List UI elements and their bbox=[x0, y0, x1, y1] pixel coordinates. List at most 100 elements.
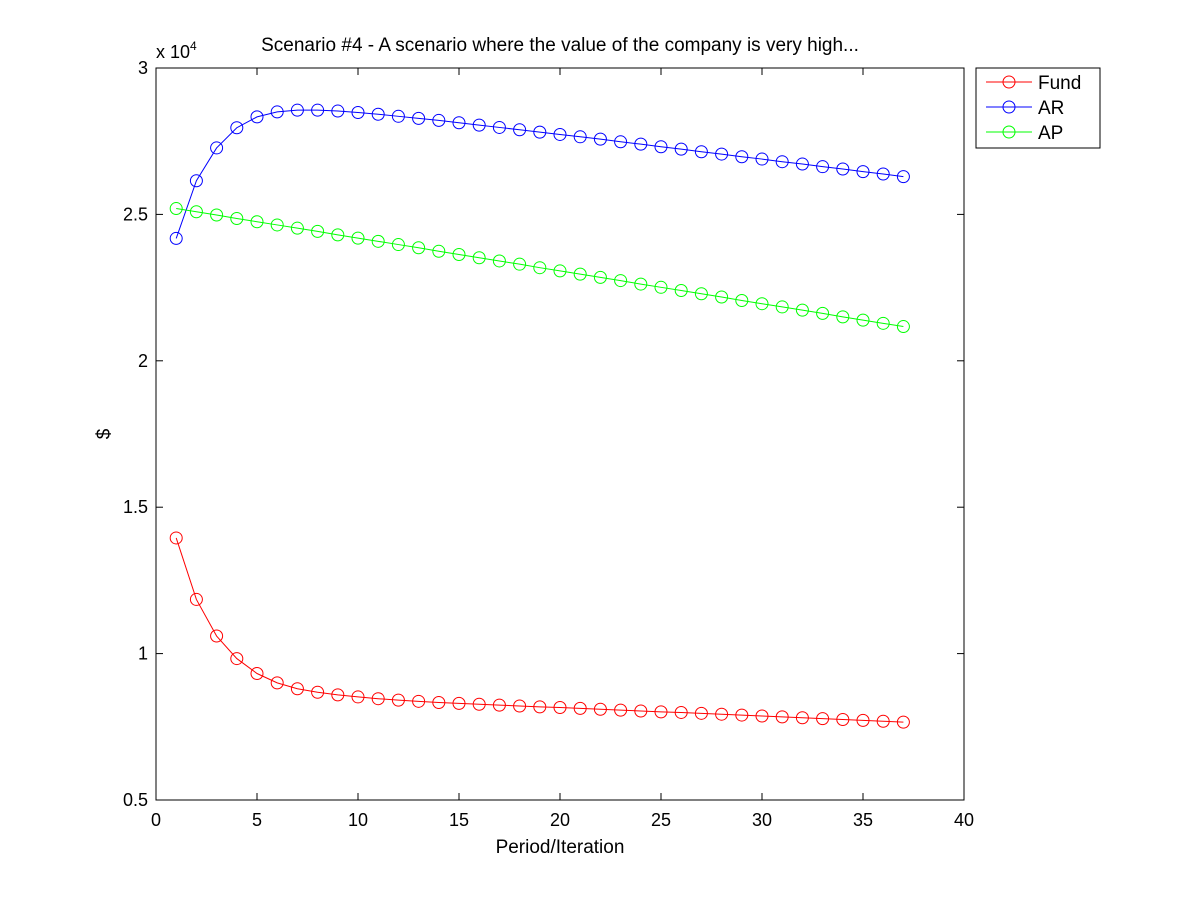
data-point-ap bbox=[492, 254, 506, 268]
data-point-ap bbox=[351, 231, 365, 245]
y-tick-label: 1.5 bbox=[123, 497, 148, 517]
data-point-ar bbox=[210, 141, 224, 155]
data-point-fund bbox=[412, 694, 426, 708]
x-tick-label: 5 bbox=[252, 810, 262, 830]
data-point-ap bbox=[169, 202, 183, 216]
data-point-ar bbox=[816, 160, 830, 174]
data-point-fund bbox=[189, 592, 203, 606]
data-point-ar bbox=[573, 130, 587, 144]
data-point-ar bbox=[331, 104, 345, 118]
data-point-fund bbox=[896, 715, 910, 729]
data-point-fund bbox=[715, 707, 729, 721]
data-point-ap bbox=[775, 300, 789, 314]
data-point-ap bbox=[290, 221, 304, 235]
legend-label-ap: AP bbox=[1038, 123, 1063, 144]
data-point-ar bbox=[371, 107, 385, 121]
data-point-ar bbox=[715, 147, 729, 161]
series-line-ar bbox=[175, 109, 904, 239]
legend-marker-ap bbox=[1002, 125, 1016, 139]
data-point-fund bbox=[694, 706, 708, 720]
y-exponent-label: x 104 bbox=[156, 39, 197, 62]
data-point-fund bbox=[311, 685, 325, 699]
data-point-ar bbox=[896, 170, 910, 184]
data-point-ap bbox=[391, 238, 405, 252]
data-point-ar bbox=[674, 142, 688, 156]
legend-box bbox=[975, 67, 1101, 149]
data-point-fund bbox=[634, 704, 648, 718]
series-layer bbox=[169, 103, 910, 729]
data-point-fund bbox=[816, 712, 830, 726]
data-point-fund bbox=[290, 682, 304, 696]
data-point-ar bbox=[533, 125, 547, 139]
legend: Fund AR AP bbox=[975, 67, 1101, 149]
data-point-fund bbox=[795, 711, 809, 725]
legend-label-fund: Fund bbox=[1038, 73, 1081, 94]
y-axis-ticks: 0.5 1 1.5 2 2.5 3 bbox=[123, 58, 964, 810]
data-point-fund bbox=[836, 712, 850, 726]
legend-item-ap: AP bbox=[986, 123, 1063, 144]
chart-title: Scenario #4 - A scenario where the value… bbox=[261, 35, 859, 56]
data-point-ap bbox=[452, 248, 466, 262]
data-point-ap bbox=[230, 211, 244, 225]
data-point-fund bbox=[755, 709, 769, 723]
data-point-ar bbox=[694, 145, 708, 159]
x-tick-label: 30 bbox=[752, 810, 772, 830]
data-point-ap bbox=[896, 320, 910, 334]
data-point-ar bbox=[391, 109, 405, 123]
data-point-ap bbox=[715, 290, 729, 304]
data-point-ap bbox=[836, 310, 850, 324]
data-point-ap bbox=[371, 234, 385, 248]
data-point-ar bbox=[290, 103, 304, 117]
data-point-fund bbox=[230, 652, 244, 666]
data-point-ap bbox=[674, 284, 688, 298]
data-point-ar bbox=[654, 140, 668, 154]
legend-marker-ar bbox=[1002, 100, 1016, 114]
series-ar bbox=[169, 103, 910, 245]
data-point-ar bbox=[593, 132, 607, 146]
data-point-ap bbox=[755, 297, 769, 311]
y-tick-label: 0.5 bbox=[123, 790, 148, 810]
data-point-ar bbox=[472, 118, 486, 132]
data-point-ar bbox=[230, 121, 244, 135]
data-point-ap bbox=[795, 303, 809, 317]
data-point-fund bbox=[472, 697, 486, 711]
data-point-ar bbox=[775, 155, 789, 169]
data-point-fund bbox=[593, 702, 607, 716]
data-point-fund bbox=[856, 713, 870, 727]
data-point-ar bbox=[492, 120, 506, 134]
data-point-ar bbox=[412, 111, 426, 125]
data-point-ap bbox=[634, 277, 648, 291]
data-point-ar bbox=[553, 127, 567, 141]
data-point-fund bbox=[513, 699, 527, 713]
data-point-fund bbox=[654, 705, 668, 719]
data-point-ar bbox=[856, 165, 870, 179]
data-point-ap bbox=[654, 280, 668, 294]
data-point-ap bbox=[573, 267, 587, 281]
data-point-ap bbox=[472, 251, 486, 265]
data-point-ar bbox=[836, 162, 850, 176]
data-point-ar bbox=[311, 103, 325, 117]
data-point-ap bbox=[735, 293, 749, 307]
data-point-ar bbox=[250, 110, 264, 124]
plot-area bbox=[155, 67, 965, 801]
data-point-ar bbox=[513, 123, 527, 137]
data-point-fund bbox=[876, 714, 890, 728]
data-point-fund bbox=[553, 700, 567, 714]
x-axis-label: Period/Iteration bbox=[496, 837, 625, 858]
data-point-ar bbox=[189, 174, 203, 188]
data-point-ap bbox=[270, 218, 284, 232]
series-ap bbox=[169, 202, 910, 334]
data-point-ap bbox=[210, 208, 224, 222]
y-tick-label: 1 bbox=[138, 644, 148, 664]
data-point-ap bbox=[694, 287, 708, 301]
data-point-fund bbox=[735, 708, 749, 722]
data-point-ap bbox=[856, 313, 870, 327]
x-tick-label: 15 bbox=[449, 810, 469, 830]
data-point-ap bbox=[876, 316, 890, 330]
data-point-ar bbox=[452, 116, 466, 130]
data-point-ap bbox=[412, 241, 426, 255]
y-tick-label: 3 bbox=[138, 58, 148, 78]
data-point-ar bbox=[270, 105, 284, 119]
data-point-ar bbox=[634, 137, 648, 151]
y-tick-label: 2.5 bbox=[123, 204, 148, 224]
